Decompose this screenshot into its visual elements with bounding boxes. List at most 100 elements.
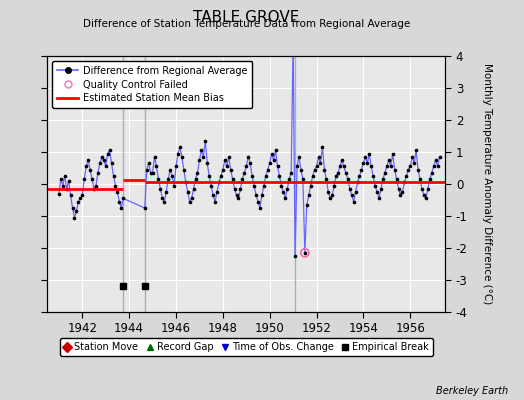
Point: [57, 176, 65, 182]
Point: [195, 157, 204, 163]
Point: [336, 163, 344, 170]
Point: [150, 154, 159, 160]
Point: [357, 166, 366, 173]
Point: [166, 166, 174, 173]
Point: [435, 154, 444, 160]
Point: [219, 166, 227, 173]
Point: [379, 176, 387, 182]
Point: [365, 150, 374, 157]
Point: [373, 189, 381, 195]
Point: [211, 198, 219, 205]
Point: [110, 173, 118, 179]
Text: TABLE GROVE: TABLE GROVE: [193, 10, 300, 25]
Point: [430, 163, 438, 170]
Point: [260, 182, 268, 189]
Point: [185, 198, 194, 205]
Point: [410, 160, 418, 166]
Point: [221, 157, 229, 163]
Point: [72, 208, 81, 214]
Point: [82, 163, 91, 170]
Point: [90, 186, 98, 192]
Point: [238, 176, 247, 182]
Point: [103, 150, 112, 157]
Point: [369, 173, 377, 179]
Point: [164, 176, 172, 182]
Point: [275, 173, 283, 179]
Point: [281, 195, 290, 202]
Point: [209, 192, 217, 198]
Point: [62, 186, 71, 192]
Point: [207, 182, 215, 189]
Point: [345, 186, 354, 192]
Point: [388, 150, 397, 157]
Point: [316, 160, 325, 166]
Point: [154, 176, 162, 182]
Point: [318, 144, 326, 150]
Point: [261, 173, 270, 179]
Point: [350, 198, 358, 205]
Point: [188, 195, 196, 202]
Point: [416, 176, 424, 182]
Point: [246, 160, 254, 166]
Point: [301, 250, 309, 256]
Point: [420, 192, 428, 198]
Point: [383, 163, 391, 170]
Point: [402, 173, 410, 179]
Legend: Difference from Regional Average, Quality Control Failed, Estimated Station Mean: Difference from Regional Average, Qualit…: [52, 61, 253, 108]
Point: [375, 195, 383, 202]
Point: [314, 154, 323, 160]
Point: [199, 154, 208, 160]
Legend: Station Move, Record Gap, Time of Obs. Change, Empirical Break: Station Move, Record Gap, Time of Obs. C…: [60, 338, 433, 356]
Point: [115, 198, 124, 205]
Point: [250, 182, 258, 189]
Point: [172, 163, 180, 170]
Point: [111, 182, 119, 189]
Point: [271, 147, 280, 154]
Point: [156, 186, 165, 192]
Point: [228, 176, 237, 182]
Point: [61, 173, 69, 179]
Point: [248, 173, 256, 179]
Point: [80, 176, 89, 182]
Point: [340, 163, 348, 170]
Point: [193, 170, 202, 176]
Point: [330, 182, 339, 189]
Point: [254, 198, 262, 205]
Point: [396, 192, 405, 198]
Point: [201, 138, 210, 144]
Point: [363, 160, 372, 166]
Point: [240, 170, 248, 176]
Point: [359, 160, 368, 166]
Point: [64, 178, 73, 184]
Point: [78, 192, 86, 198]
Point: [267, 150, 276, 157]
Point: [105, 147, 114, 154]
Point: [289, 37, 297, 43]
Point: [84, 157, 92, 163]
Point: [398, 189, 407, 195]
Point: [387, 163, 395, 170]
Point: [283, 186, 291, 192]
Point: [418, 186, 426, 192]
Point: [117, 205, 126, 211]
Point: [119, 195, 127, 202]
Point: [183, 189, 192, 195]
Point: [266, 160, 274, 166]
Point: [414, 166, 422, 173]
Point: [295, 154, 303, 160]
Point: [395, 186, 403, 192]
Point: [371, 182, 379, 189]
Point: [390, 166, 399, 173]
Point: [97, 154, 106, 160]
Point: [422, 195, 430, 202]
Point: [279, 189, 288, 195]
Point: [68, 205, 77, 211]
Point: [408, 154, 417, 160]
Point: [189, 186, 198, 192]
Point: [258, 192, 266, 198]
Point: [332, 173, 340, 179]
Point: [433, 163, 442, 170]
Point: [423, 186, 432, 192]
Point: [152, 163, 161, 170]
Point: [299, 176, 307, 182]
